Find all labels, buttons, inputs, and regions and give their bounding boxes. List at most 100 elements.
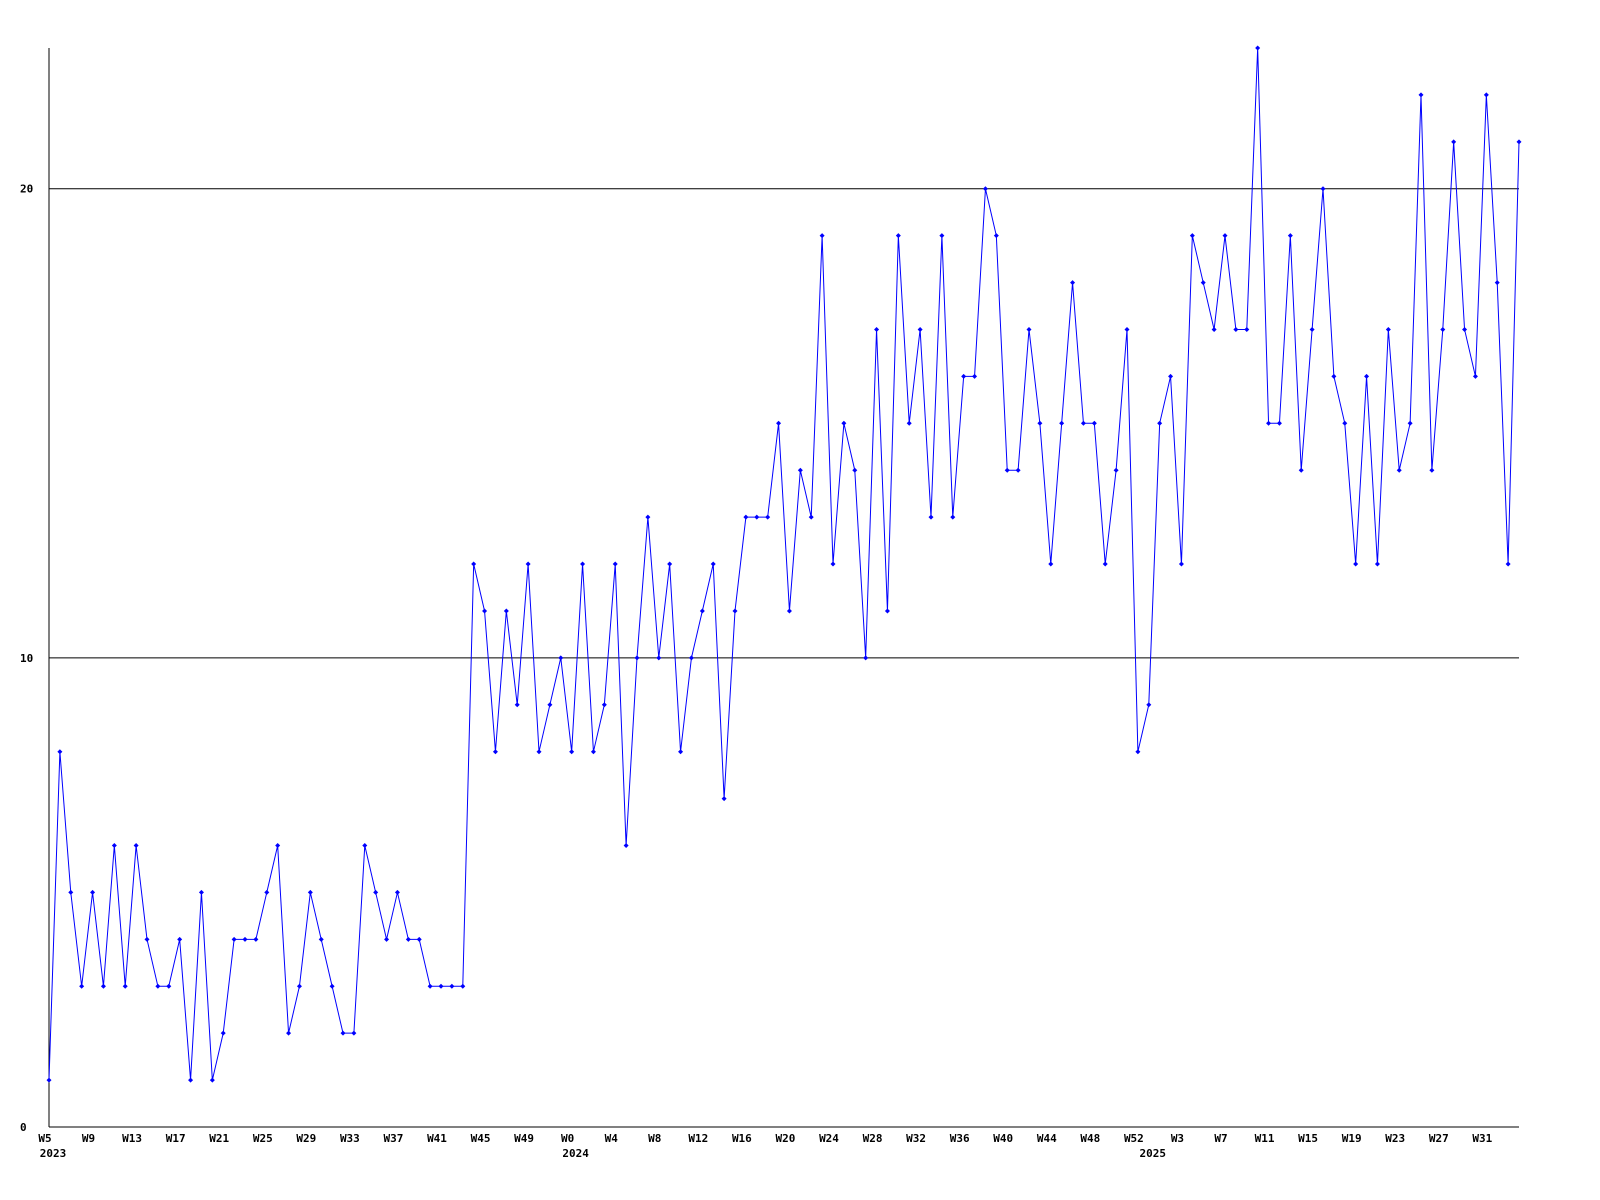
point-marker (558, 655, 564, 661)
x-tick-label: W36 (950, 1132, 970, 1145)
point-marker (1135, 749, 1141, 755)
point-marker (1483, 92, 1489, 98)
point-marker (993, 233, 999, 239)
point-marker (863, 655, 869, 661)
point-marker (721, 796, 727, 802)
point-marker (569, 749, 575, 755)
point-marker (710, 561, 716, 567)
point-marker (394, 889, 400, 895)
point-marker (1298, 467, 1304, 473)
point-marker (1494, 280, 1500, 286)
point-marker (1255, 45, 1261, 51)
point-marker (1211, 326, 1217, 332)
point-marker (1407, 420, 1413, 426)
point-marker (1429, 467, 1435, 473)
point-marker (307, 889, 313, 895)
point-marker (852, 467, 858, 473)
point-marker (177, 936, 183, 942)
x-tick-label: W9 (82, 1132, 95, 1145)
point-marker (645, 514, 651, 520)
point-marker (275, 843, 281, 849)
point-marker (525, 561, 531, 567)
point-marker (1505, 561, 1511, 567)
point-marker (884, 608, 890, 614)
y-tick-label: 20 (20, 183, 33, 196)
x-year-label: 2023 (40, 1147, 67, 1160)
point-marker (743, 514, 749, 520)
point-marker (1189, 233, 1195, 239)
point-marker (471, 561, 477, 567)
point-marker (950, 514, 956, 520)
x-tick-label: W40 (993, 1132, 1013, 1145)
point-marker (362, 843, 368, 849)
x-tick-label: W11 (1255, 1132, 1275, 1145)
point-marker (264, 889, 270, 895)
point-marker (1364, 373, 1370, 379)
point-marker (1222, 233, 1228, 239)
x-tick-label: W31 (1472, 1132, 1492, 1145)
point-marker (765, 514, 771, 520)
x-tick-label: W20 (776, 1132, 796, 1145)
point-marker (601, 702, 607, 708)
point-marker (1287, 233, 1293, 239)
point-marker (1233, 326, 1239, 332)
point-marker (786, 608, 792, 614)
x-tick-label: W49 (514, 1132, 534, 1145)
point-marker (961, 373, 967, 379)
point-marker (1396, 467, 1402, 473)
x-tick-label: W13 (122, 1132, 142, 1145)
point-marker (895, 233, 901, 239)
point-marker (1168, 373, 1174, 379)
point-marker (1124, 326, 1130, 332)
point-marker (1102, 561, 1108, 567)
point-marker (754, 514, 760, 520)
point-marker (1451, 139, 1457, 145)
x-tick-label: W48 (1080, 1132, 1100, 1145)
point-marker (1015, 467, 1021, 473)
point-marker (1276, 420, 1282, 426)
point-marker (776, 420, 782, 426)
point-marker (1462, 326, 1468, 332)
point-marker (384, 936, 390, 942)
point-marker (460, 983, 466, 989)
point-marker (438, 983, 444, 989)
point-marker (634, 655, 640, 661)
point-marker (1374, 561, 1380, 567)
point-marker (416, 936, 422, 942)
point-marker (90, 889, 96, 895)
point-marker (1472, 373, 1478, 379)
point-marker (972, 373, 978, 379)
point-marker (503, 608, 509, 614)
point-marker (982, 186, 988, 192)
point-marker (57, 749, 63, 755)
point-marker (68, 889, 74, 895)
point-marker (514, 702, 520, 708)
point-marker (253, 936, 259, 942)
point-marker (231, 936, 237, 942)
point-marker (1320, 186, 1326, 192)
x-tick-label: W25 (253, 1132, 273, 1145)
point-marker (939, 233, 945, 239)
x-tick-label: W27 (1429, 1132, 1449, 1145)
x-tick-label: W3 (1171, 1132, 1184, 1145)
point-marker (841, 420, 847, 426)
point-marker (1309, 326, 1315, 332)
line-series (48, 47, 1520, 1081)
point-marker (111, 843, 117, 849)
point-marker (1059, 420, 1065, 426)
point-marker (133, 843, 139, 849)
x-tick-label: W16 (732, 1132, 752, 1145)
x-tick-label: W44 (1037, 1132, 1057, 1145)
x-tick-label: W45 (471, 1132, 491, 1145)
y-tick-label: 10 (20, 652, 33, 665)
point-marker (1091, 420, 1097, 426)
x-year-label: 2025 (1140, 1147, 1167, 1160)
point-marker (732, 608, 738, 614)
point-marker (656, 655, 662, 661)
point-marker (373, 889, 379, 895)
point-marker (1331, 373, 1337, 379)
point-marker (340, 1030, 346, 1036)
point-marker (449, 983, 455, 989)
point-marker (547, 702, 553, 708)
point-marker (1026, 326, 1032, 332)
